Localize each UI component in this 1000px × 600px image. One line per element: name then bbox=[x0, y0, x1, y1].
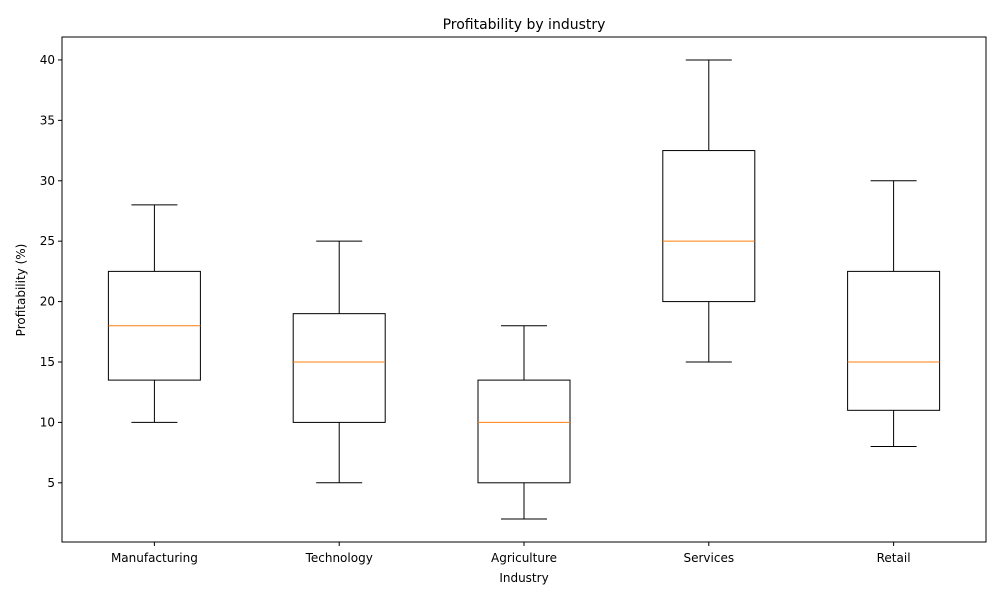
x-tick-label: Manufacturing bbox=[111, 551, 198, 565]
x-axis: Manufacturing Technology Agriculture Servic… bbox=[111, 542, 911, 565]
y-tick-label: 30 bbox=[40, 174, 55, 188]
box-manufacturing bbox=[107, 204, 201, 423]
x-tick-label: Services bbox=[683, 551, 734, 565]
chart-title: Profitability by industry bbox=[443, 17, 606, 33]
y-axis: 5 10 15 20 25 30 35 40 bbox=[40, 53, 62, 490]
y-tick-label: 20 bbox=[40, 295, 55, 309]
y-tick-label: 5 bbox=[47, 476, 55, 490]
box-technology bbox=[292, 240, 386, 484]
x-tick-label: Retail bbox=[877, 551, 911, 565]
box-services bbox=[662, 59, 756, 363]
x-tick-label: Technology bbox=[305, 551, 373, 565]
box-agriculture bbox=[477, 325, 571, 520]
y-tick-label: 40 bbox=[40, 53, 55, 67]
iqr-box bbox=[847, 270, 941, 411]
x-axis-label: Industry bbox=[499, 571, 548, 585]
y-tick-label: 10 bbox=[40, 415, 55, 429]
box-retail bbox=[847, 180, 941, 448]
iqr-box bbox=[662, 150, 756, 303]
x-tick-label: Agriculture bbox=[491, 551, 557, 565]
iqr-box bbox=[477, 379, 571, 484]
y-axis-label: Profitability (%) bbox=[14, 244, 28, 337]
y-tick-label: 35 bbox=[40, 113, 55, 127]
iqr-box bbox=[292, 313, 386, 423]
y-tick-label: 15 bbox=[40, 355, 55, 369]
plot-area bbox=[107, 59, 941, 520]
y-tick-label: 25 bbox=[40, 234, 55, 248]
